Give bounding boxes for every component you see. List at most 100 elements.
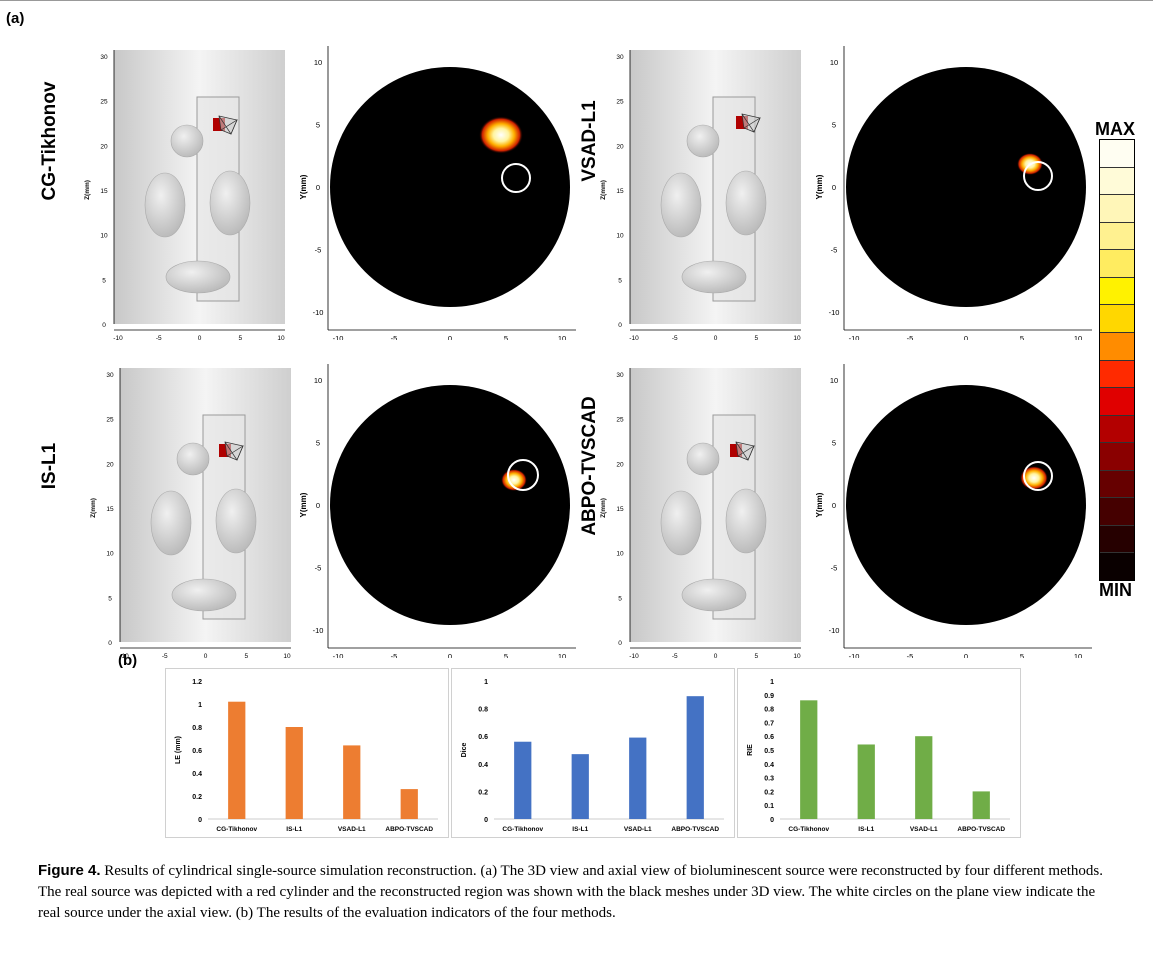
organ-sphere <box>686 124 720 158</box>
caption-label: Figure 4. <box>38 862 101 879</box>
axial-x-tick: 5 <box>1020 652 1024 658</box>
view3d-x-tick: -5 <box>672 653 678 658</box>
bar-y-tick: 0.2 <box>764 789 774 796</box>
axial-x-tick: 10 <box>1074 334 1082 340</box>
axial-x-tick: 10 <box>558 334 566 340</box>
axial-x-tick: 0 <box>964 652 968 658</box>
colorbar-min-label: MIN <box>1099 580 1132 600</box>
view3d-y-tick: 25 <box>100 99 108 106</box>
view3d-y-tick: 20 <box>616 461 624 468</box>
reconstructed-mesh <box>224 441 244 461</box>
colorbar-swatch <box>1100 195 1134 223</box>
axial-x-tick: -5 <box>391 334 398 340</box>
bar-vsad-l1 <box>629 737 647 819</box>
bar-y-tick: 0.5 <box>764 748 774 755</box>
figure-caption: Figure 4. Results of cylindrical single-… <box>38 860 1118 924</box>
colorbar-swatch <box>1100 498 1134 526</box>
axial-x-tick: 10 <box>1074 652 1082 658</box>
view3d-x-tick: 10 <box>793 335 801 340</box>
colorbar-swatch <box>1100 167 1134 196</box>
axial-y-tick: 0 <box>832 183 836 192</box>
bar-y-label: LE (mm) <box>175 736 182 764</box>
colorbar-swatch <box>1100 443 1134 471</box>
colorbar-swatch <box>1100 388 1134 416</box>
bar-y-tick: 0 <box>198 817 202 824</box>
panel-label-a: (a) <box>6 10 25 27</box>
axial-y-tick: 10 <box>830 58 838 67</box>
bar-cg-tikhonov <box>228 701 246 819</box>
bar-y-tick: 0.2 <box>192 794 202 801</box>
view3d-y-tick: 30 <box>106 372 114 379</box>
view3d-y-tick: 0 <box>618 640 622 647</box>
method-label-cg-tikhonov: CG-Tikhonov <box>39 81 60 201</box>
view3d-y-tick: 25 <box>616 417 624 424</box>
bar-y-tick: 1 <box>770 679 774 686</box>
axial-x-tick: 5 <box>504 334 508 340</box>
bar-chart-le: 0 0.2 0.4 0.6 0.8 1 1.2 CG-Tikhonov IS-L1 VSAD-L1… <box>175 679 438 833</box>
bar-cg-tikhonov <box>800 700 818 819</box>
axial-disc <box>846 67 1086 307</box>
real-source-circle <box>507 459 539 491</box>
bar-y-tick: 0.7 <box>764 720 774 727</box>
view3d-x-tick: 0 <box>714 335 718 340</box>
axial-y-label: Y(mm) <box>299 492 308 517</box>
bar-panel-rie: 0 0.1 0.2 0.3 0.4 0.5 0.6 0.7 0.8 0.9 1 CG-Tikhonov… <box>737 668 1021 838</box>
axial-x-tick: -5 <box>391 652 398 658</box>
colorbar-swatch <box>1100 360 1134 389</box>
organ-left <box>144 172 186 238</box>
method-label-is-l1: IS-L1 <box>39 442 60 490</box>
axial-x-tick: 5 <box>1020 334 1024 340</box>
bar-y-tick: 0.8 <box>764 707 774 714</box>
bar-y-tick: 1 <box>484 679 488 686</box>
colorbar-swatch <box>1100 553 1134 580</box>
bar-y-tick: 1 <box>198 702 202 709</box>
organ-right <box>725 170 767 236</box>
bar-y-tick: 0.4 <box>192 771 202 778</box>
axial-disc <box>330 67 570 307</box>
bar-abpo-tvscad <box>972 791 990 819</box>
axial-y-tick: 10 <box>314 376 322 385</box>
reconstructed-mesh <box>735 441 755 461</box>
bar-is-l1 <box>571 754 589 819</box>
bar-panel-le: 0 0.2 0.4 0.6 0.8 1 1.2 CG-Tikhonov IS-L1 VSAD-L1… <box>165 668 449 838</box>
axial-y-tick: 5 <box>832 121 836 130</box>
organ-sphere <box>176 442 210 476</box>
organ-right <box>725 488 767 554</box>
bar-x-tick: IS-L1 <box>858 826 874 833</box>
organ-bottom <box>165 260 231 294</box>
bar-y-tick: 0.6 <box>192 748 202 755</box>
axial-y-tick: 0 <box>316 501 320 510</box>
view3d-y-tick: 0 <box>618 322 622 329</box>
view3d-x-tick: -10 <box>629 335 639 340</box>
bar-x-tick: CG-Tikhonov <box>502 826 543 833</box>
view3d-y-tick: 5 <box>618 277 622 284</box>
axial-y-tick: -10 <box>829 308 840 317</box>
axial-x-tick: -5 <box>907 334 914 340</box>
real-source-circle <box>501 163 531 193</box>
bar-vsad-l1 <box>343 745 361 819</box>
colorbar-max-label: MAX <box>1095 119 1135 139</box>
axial-y-tick: -10 <box>313 626 324 635</box>
axial-y-tick: 5 <box>316 121 320 130</box>
bar-y-tick: 0 <box>770 817 774 824</box>
axial-y-label: Y(mm) <box>815 174 824 199</box>
view3d-x-tick: 5 <box>238 335 242 340</box>
axial-x-tick: 5 <box>504 652 508 658</box>
organ-sphere <box>686 442 720 476</box>
colorbar-swatch <box>1100 222 1134 251</box>
colorbar-swatch <box>1100 332 1134 361</box>
view3d-x-tick: -10 <box>629 653 639 658</box>
bar-y-label: RIE <box>747 744 754 756</box>
axial-y-tick: -5 <box>831 564 838 573</box>
bar-y-tick: 0.6 <box>764 734 774 741</box>
view3d-y-tick: 5 <box>618 595 622 602</box>
view3d-y-tick: 10 <box>106 551 114 558</box>
view3d-x-tick: 0 <box>714 653 718 658</box>
view3d-y-tick: 15 <box>106 506 114 513</box>
bar-y-tick: 0.3 <box>764 776 774 783</box>
view3d-y-tick: 0 <box>108 640 112 647</box>
view3d-y-tick: 0 <box>102 322 106 329</box>
